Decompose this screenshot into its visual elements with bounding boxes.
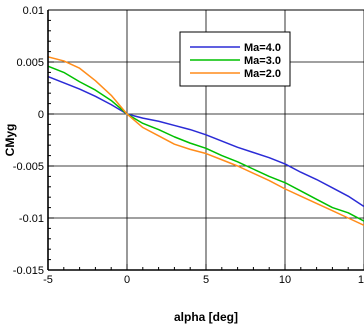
series-layer — [48, 56, 364, 226]
x-tick-label: 0 — [124, 274, 130, 286]
y-axis-title: CMyg — [3, 124, 17, 157]
y-tick-label: 0.01 — [23, 5, 44, 17]
x-tick-label: 5 — [203, 274, 209, 286]
legend-label: Ma=3.0 — [244, 55, 281, 67]
x-tick-label: 15 — [358, 274, 364, 286]
legend-label: Ma=2.0 — [244, 68, 281, 80]
x-tick-label: 10 — [279, 274, 291, 286]
series-line-ma-3-0 — [48, 65, 364, 222]
legend: Ma=4.0Ma=3.0Ma=2.0 — [179, 31, 291, 87]
series-line-ma-2-0 — [48, 56, 364, 226]
y-tick-label: -0.01 — [19, 213, 44, 225]
y-tick-label: 0.005 — [16, 57, 44, 69]
legend-box — [179, 31, 291, 87]
y-tick-label: -0.015 — [13, 265, 44, 277]
axes — [47, 9, 364, 271]
y-tick-label: 0 — [38, 109, 44, 121]
series-line-ma-4-0 — [48, 75, 364, 208]
legend-label: Ma=4.0 — [244, 42, 281, 54]
tick-labels: -5 0 5 10 15 -0.015 -0.01 -0.005 0 0.005 0.01 — [13, 5, 364, 286]
x-tick-label: -5 — [43, 274, 53, 286]
x-axis-title: alpha [deg] — [174, 310, 238, 324]
y-tick-label: -0.005 — [13, 161, 44, 173]
